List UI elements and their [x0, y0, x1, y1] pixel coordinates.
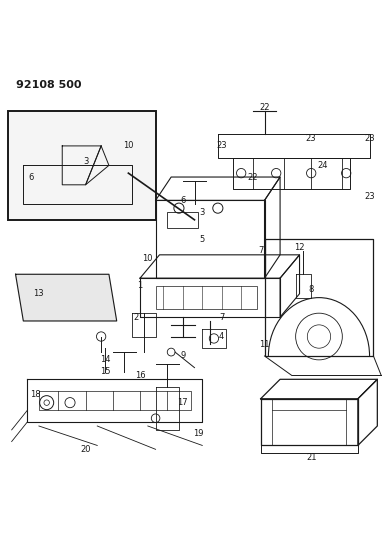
Text: 4: 4 [219, 332, 224, 341]
Text: 10: 10 [143, 254, 153, 263]
Bar [167, 212, 198, 228]
Text: 23: 23 [364, 192, 375, 201]
Bar [8, 111, 156, 220]
Text: 2: 2 [133, 312, 139, 321]
Text: 20: 20 [81, 445, 91, 454]
Text: 18: 18 [30, 390, 40, 399]
Text: 16: 16 [135, 371, 145, 380]
Text: 23: 23 [306, 134, 317, 143]
Text: 7: 7 [219, 312, 224, 321]
Text: 6: 6 [180, 196, 186, 205]
Text: 12: 12 [294, 243, 305, 252]
Text: 15: 15 [100, 367, 110, 376]
Text: 3: 3 [200, 207, 205, 216]
Text: 22: 22 [248, 173, 258, 182]
Text: 3: 3 [83, 157, 88, 166]
Text: 13: 13 [33, 289, 44, 298]
Text: 10: 10 [123, 141, 133, 150]
Text: 24: 24 [318, 161, 328, 170]
Text: 1: 1 [137, 281, 143, 290]
Text: 6: 6 [28, 173, 34, 182]
Text: 8: 8 [308, 285, 314, 294]
Bar [156, 286, 257, 309]
Text: 14: 14 [100, 356, 110, 365]
Text: 17: 17 [177, 398, 188, 407]
Text: 23: 23 [216, 141, 227, 150]
Text: 22: 22 [259, 102, 270, 111]
Text: 7: 7 [258, 246, 263, 255]
Text: 19: 19 [193, 429, 203, 438]
Text: 5: 5 [200, 235, 205, 244]
Text: 21: 21 [306, 453, 316, 462]
Text: 9: 9 [180, 351, 186, 360]
Text: 23: 23 [364, 134, 375, 143]
Polygon shape [16, 274, 117, 321]
Text: 11: 11 [259, 340, 270, 349]
Text: 92108 500: 92108 500 [16, 80, 81, 90]
